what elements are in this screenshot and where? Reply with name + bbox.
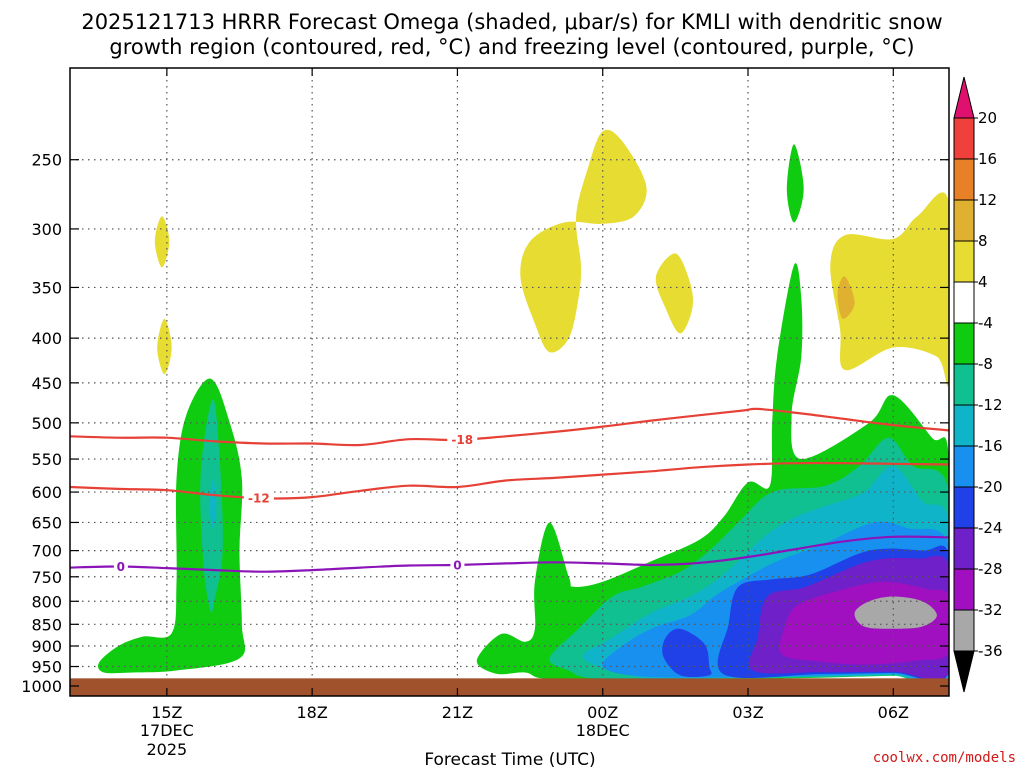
x-tick-sublabel2-15Z: 2025 bbox=[147, 740, 188, 759]
y-tick-label-300: 300 bbox=[31, 220, 62, 239]
omega-region-0 bbox=[154, 216, 170, 268]
contour-label-bg-0-0 bbox=[447, 431, 478, 447]
colorbar-segment-16to20 bbox=[953, 117, 975, 160]
x-tick-label-03Z: 03Z bbox=[732, 703, 763, 722]
colorbar-segment--24to-20 bbox=[953, 486, 975, 529]
y-tick-label-600: 600 bbox=[31, 483, 62, 502]
colorbar-label--36: -36 bbox=[978, 642, 1003, 660]
colorbar-segment-12to16 bbox=[953, 158, 975, 201]
contour-label-0-0: -18 bbox=[451, 433, 473, 447]
omega-region-1 bbox=[157, 318, 172, 375]
x-tick-sublabel-15Z: 17DEC bbox=[140, 721, 194, 740]
colorbar-arrow-top bbox=[953, 76, 975, 119]
colorbar-segment-4to8 bbox=[953, 240, 975, 283]
y-tick-label-450: 450 bbox=[31, 374, 62, 393]
y-tick-label-550: 550 bbox=[31, 450, 62, 469]
y-tick-label-250: 250 bbox=[31, 151, 62, 170]
colorbar-label--4: -4 bbox=[978, 314, 993, 332]
x-axis-label: Forecast Time (UTC) bbox=[424, 750, 595, 768]
omega-region-3 bbox=[655, 253, 694, 334]
omega-region-6 bbox=[97, 378, 246, 674]
contour-label-1-0: -12 bbox=[248, 492, 270, 506]
contour-label-2-0: 0 bbox=[117, 560, 125, 574]
contour-line-2 bbox=[70, 535, 949, 573]
colorbar-label--24: -24 bbox=[978, 519, 1003, 537]
x-tick-sublabel-00Z: 18DEC bbox=[576, 721, 630, 740]
colorbar-segment--20to-16 bbox=[953, 445, 975, 488]
x-tick-label-21Z: 21Z bbox=[442, 703, 473, 722]
colorbar-segment--4to4 bbox=[953, 281, 975, 324]
contour-label-2-1: 0 bbox=[453, 558, 461, 572]
y-tick-label-500: 500 bbox=[31, 414, 62, 433]
y-tick-label-700: 700 bbox=[31, 542, 62, 561]
y-axis-ticks: 250 300 350 400 450 500 550 600 650 700 750 800 850 9… bbox=[21, 151, 949, 696]
colorbar-segment--36to-32 bbox=[953, 609, 975, 652]
y-tick-label-800: 800 bbox=[31, 592, 62, 611]
colorbar-label-4: 4 bbox=[978, 273, 988, 291]
x-tick-label-00Z: 00Z bbox=[587, 703, 618, 722]
y-tick-label-400: 400 bbox=[31, 329, 62, 348]
contour-label-bg-2-0 bbox=[113, 558, 128, 574]
colorbar-arrow-bottom bbox=[953, 650, 975, 693]
omega-region-18 bbox=[854, 596, 937, 629]
y-tick-label-900: 900 bbox=[31, 637, 62, 656]
omega-region-2 bbox=[520, 129, 647, 353]
colorbar-label-8: 8 bbox=[978, 232, 988, 250]
x-tick-label-15Z: 15Z bbox=[151, 703, 182, 722]
y-tick-label-650: 650 bbox=[31, 513, 62, 532]
colorbar-label--28: -28 bbox=[978, 560, 1003, 578]
colorbar-label--12: -12 bbox=[978, 396, 1003, 414]
y-tick-label-950: 950 bbox=[31, 658, 62, 677]
colorbar-segment--8to-4 bbox=[953, 322, 975, 365]
colorbar-segment--12to-8 bbox=[953, 363, 975, 406]
x-tick-label-18Z: 18Z bbox=[296, 703, 327, 722]
chart-title-line-2: growth region (contoured, red, °C) and f… bbox=[109, 35, 914, 59]
x-tick-label-06Z: 06Z bbox=[878, 703, 909, 722]
colorbar-label--8: -8 bbox=[978, 355, 993, 373]
omega-region-14 bbox=[662, 628, 712, 678]
colorbar-label-12: 12 bbox=[978, 191, 997, 209]
y-tick-label-850: 850 bbox=[31, 615, 62, 634]
colorbar-label-16: 16 bbox=[978, 150, 997, 168]
y-tick-label-750: 750 bbox=[31, 568, 62, 587]
credit-text[interactable]: coolwx.com/models bbox=[873, 750, 1016, 766]
contour-line-1 bbox=[70, 461, 949, 500]
colorbar-segment--28to-24 bbox=[953, 527, 975, 570]
y-tick-label-350: 350 bbox=[31, 278, 62, 297]
ground-band bbox=[70, 678, 949, 696]
contour-label-bg-2-1 bbox=[450, 556, 465, 572]
plot-area: -18 -12 0 0 bbox=[70, 68, 949, 696]
colorbar-segment-8to12 bbox=[953, 199, 975, 242]
contour-line-0 bbox=[70, 407, 949, 447]
colorbar-label-20: 20 bbox=[978, 109, 997, 127]
omega-region-4 bbox=[830, 192, 949, 387]
colorbar: 20 16 12 8 4 -4 -8 -12 -16 -20 -24 -28 -32 -36 bbox=[953, 76, 1003, 693]
contour-label-bg-1-0 bbox=[243, 490, 274, 506]
colorbar-label--20: -20 bbox=[978, 478, 1003, 496]
chart-title-line-1: 2025121713 HRRR Forecast Omega (shaded, … bbox=[81, 10, 942, 34]
y-tick-label-1000: 1000 bbox=[21, 677, 62, 696]
colorbar-label--32: -32 bbox=[978, 601, 1003, 619]
plot-frame bbox=[69, 67, 950, 697]
omega-region-10 bbox=[786, 144, 804, 223]
colorbar-segment--16to-12 bbox=[953, 404, 975, 447]
colorbar-segment--32to-28 bbox=[953, 568, 975, 611]
colorbar-label--16: -16 bbox=[978, 437, 1003, 455]
